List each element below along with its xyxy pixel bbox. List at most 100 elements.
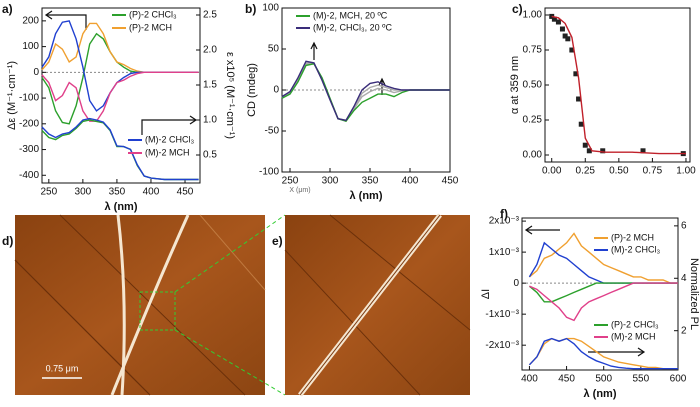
series-line <box>529 282 678 322</box>
x-tick-label: 0.25 <box>576 166 596 177</box>
x-tick-label: 350 <box>362 176 379 187</box>
x-tick-label: 400 <box>402 176 419 187</box>
series-line <box>528 282 678 303</box>
y-tick-label: -1x10⁻³ <box>485 309 519 320</box>
texture-line <box>199 214 266 291</box>
y-tick-label: 50 <box>268 44 280 55</box>
series-line <box>41 117 199 181</box>
arrow <box>141 115 198 135</box>
x-tick-label: 250 <box>40 187 57 198</box>
legend-label: (M)-2, CHCl₃, 20 ºC <box>313 22 392 32</box>
y-axis-title: α at 359 nm <box>509 56 521 114</box>
data-point <box>573 71 579 77</box>
y-tick-label: 0.75 <box>523 45 543 56</box>
y-tick-label: -50 <box>265 126 280 137</box>
x-tick-label: 300 <box>322 176 339 187</box>
y-tick-label: 0.25 <box>523 115 543 126</box>
arrow <box>310 41 318 60</box>
annotation: X (μm) <box>289 187 310 194</box>
y-tick-label: -400 <box>19 170 39 181</box>
x-tick-label: 550 <box>633 374 650 385</box>
x-tick-label: 500 <box>595 374 612 385</box>
x-tick-label: 400 <box>143 187 160 198</box>
y-axis-title: Δε (M⁻¹·cm⁻¹) <box>6 61 18 130</box>
series-line <box>528 232 678 284</box>
zoom-box <box>139 291 176 331</box>
fiber-edge <box>299 214 441 396</box>
y-tick-label: 0 <box>273 85 279 96</box>
panel-label: a) <box>2 2 13 16</box>
fiber <box>116 214 126 396</box>
x-tick-label: 600 <box>670 374 687 385</box>
data-point <box>576 96 582 102</box>
x-axis-title: λ (nm) <box>350 190 383 202</box>
y-tick-label: 0.00 <box>523 150 543 161</box>
x-tick-label: 300 <box>75 187 92 198</box>
panel-label: f) <box>500 207 508 221</box>
y2-tick-label: 1.5 <box>203 80 217 91</box>
x-tick-label: 450 <box>558 374 575 385</box>
series-line <box>528 337 678 370</box>
series-line <box>281 63 450 123</box>
x-tick-label: 350 <box>109 187 126 198</box>
y-tick-label: 0 <box>513 278 519 289</box>
plot-frame <box>544 7 691 163</box>
plot-frame <box>521 217 679 371</box>
x-axis-title: λ (nm) <box>105 201 138 213</box>
texture-line <box>59 214 246 396</box>
y-tick-label: 100 <box>262 3 279 14</box>
y-tick-label: 2x10⁻³ <box>489 216 520 227</box>
zoom-line <box>174 329 286 396</box>
x-tick-label: 400 <box>521 374 538 385</box>
y-tick-label: -100 <box>259 167 279 178</box>
data-point <box>578 121 584 127</box>
data-point <box>586 148 592 154</box>
series-line <box>41 71 199 122</box>
series-line <box>281 62 450 122</box>
plot-frame <box>41 7 201 184</box>
legend-label: (M)-2, MCH, 20 ºC <box>313 10 388 20</box>
legend-label: (P)-2 MCH <box>611 232 654 242</box>
x-tick-label: 1.00 <box>676 166 696 177</box>
data-point <box>559 26 565 32</box>
afm-image-d: 0.75 μm d) <box>2 214 266 396</box>
series-line <box>551 15 686 155</box>
x-tick-label: 450 <box>177 187 194 198</box>
x-tick-label: 250 <box>282 176 299 187</box>
panel-label: c) <box>512 2 523 16</box>
y-tick-label: -300 <box>19 144 39 155</box>
annotation-arrows <box>44 10 646 357</box>
legend-label: (P)-2 CHCl₃ <box>611 319 659 329</box>
y2-tick-label: 4 <box>681 273 687 284</box>
data-point <box>555 19 561 25</box>
y-tick-label: 0 <box>33 67 39 78</box>
panel-label: d) <box>2 234 13 248</box>
arrow <box>44 10 87 30</box>
afm-image-e: e) <box>272 213 471 397</box>
x-tick-label: 450 <box>442 176 459 187</box>
x-axis-title: λ (nm) <box>584 388 617 400</box>
data-point <box>582 142 588 148</box>
panel-label: b) <box>245 2 256 16</box>
y2-axis-title: ε x10⁵ (M⁻¹·cm⁻¹) <box>224 52 236 139</box>
x-tick-label: 0.50 <box>609 166 629 177</box>
y2-tick-label: 0.5 <box>203 150 217 161</box>
y-tick-label: 0.50 <box>523 80 543 91</box>
y2-tick-label: 2.0 <box>203 45 217 56</box>
y-tick-label: -2x10⁻³ <box>485 340 519 351</box>
texture-line <box>329 214 471 331</box>
series-line <box>528 337 678 370</box>
scale-bar-label: 0.75 μm <box>46 363 79 373</box>
y2-tick-label: 2 <box>681 325 687 336</box>
legend-label: (M)-2 CHCl₃ <box>145 134 194 144</box>
data-point <box>551 16 557 22</box>
legend-label: (M)-2 CHCl₃ <box>611 244 660 254</box>
x-tick-label: 0.00 <box>542 166 562 177</box>
y-tick-label: -200 <box>19 118 39 129</box>
y2-tick-label: 1.0 <box>203 115 217 126</box>
y-tick-label: 100 <box>22 41 39 52</box>
arrow <box>524 225 560 235</box>
y-axis-title: CD (mdeg) <box>246 63 258 117</box>
y2-tick-label: 6 <box>681 221 687 232</box>
